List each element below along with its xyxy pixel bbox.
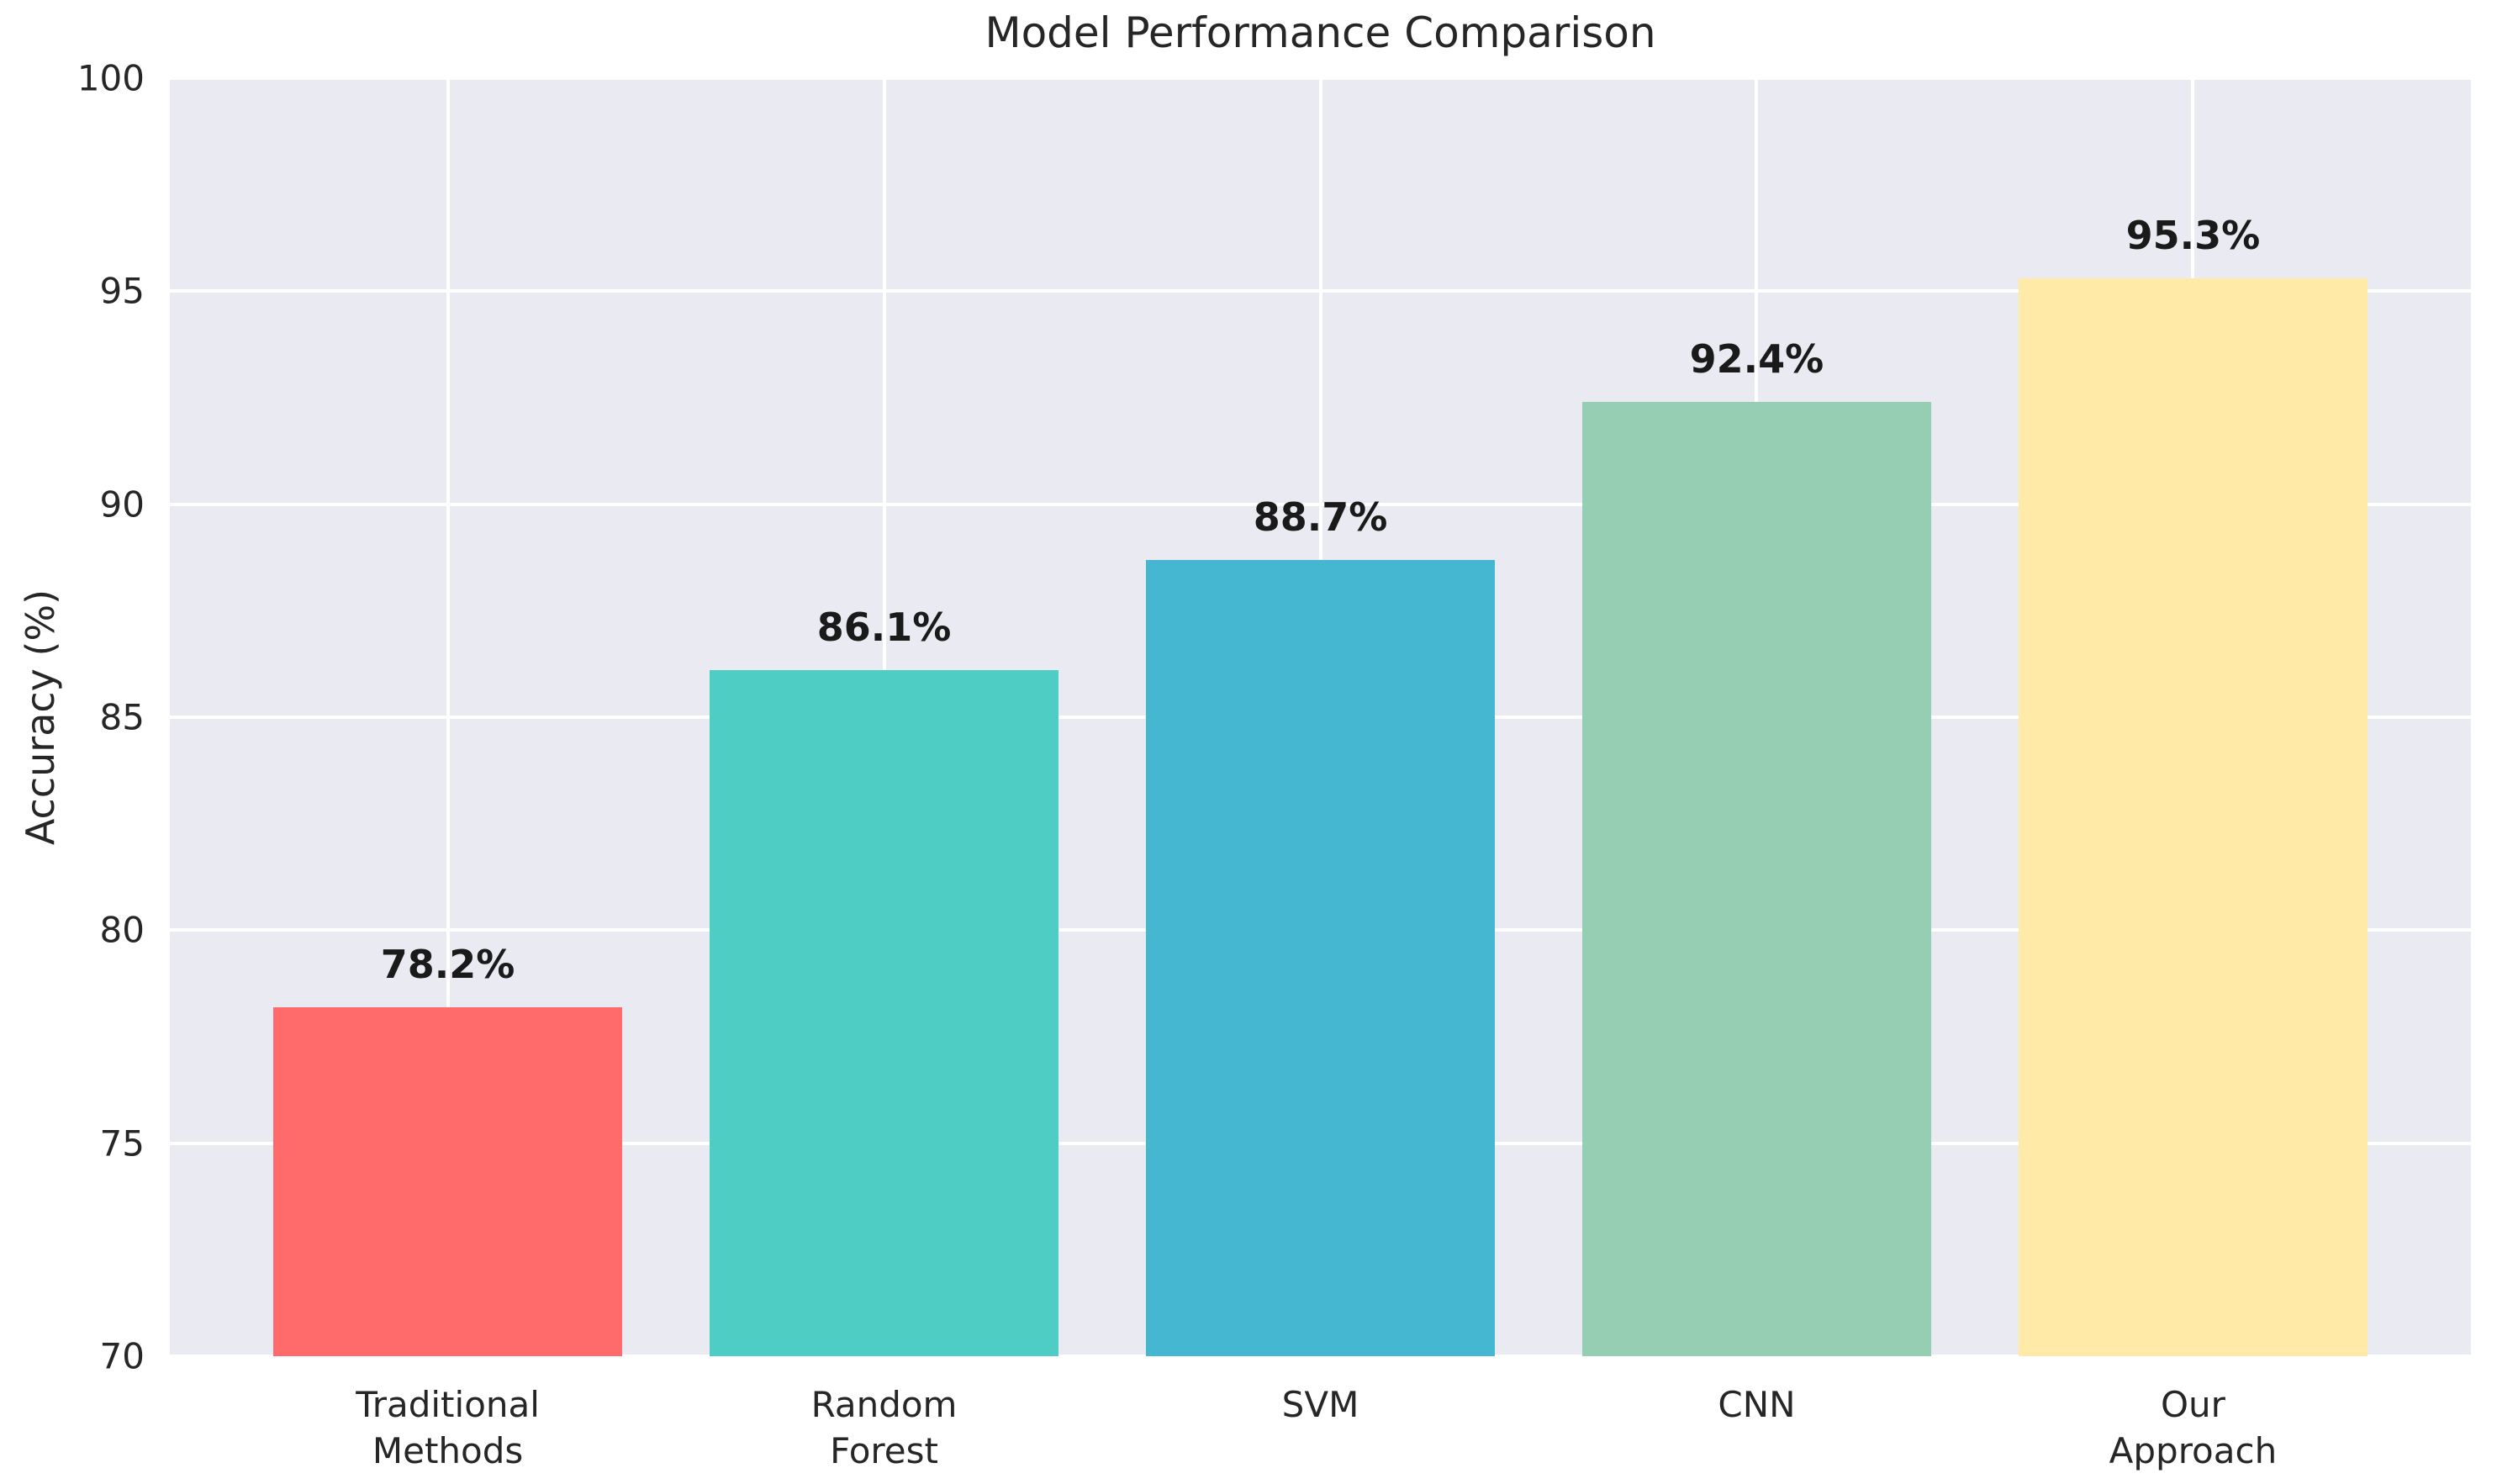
x-tick-label: Our Approach <box>2109 1384 2278 1472</box>
bar-cnn <box>1581 402 1932 1356</box>
plot-area <box>170 78 2471 1356</box>
y-tick-label: 95 <box>99 270 145 312</box>
bar-random-forest <box>709 670 1059 1356</box>
vertical-gridline <box>446 78 450 1356</box>
bar-svm <box>1145 559 1496 1356</box>
y-tick-label: 70 <box>99 1335 145 1377</box>
x-tick-label: CNN <box>1718 1384 1796 1425</box>
x-tick-label: SVM <box>1281 1384 1359 1425</box>
y-tick-label: 75 <box>99 1122 145 1164</box>
bar-traditional-methods <box>272 1006 623 1356</box>
x-tick-label: Random Forest <box>810 1384 958 1472</box>
y-tick-label: 85 <box>99 696 145 738</box>
y-tick-label: 80 <box>99 909 145 951</box>
x-tick-label: Traditional Methods <box>356 1384 540 1472</box>
bar-our-approach <box>2018 278 2368 1356</box>
y-tick-label: 90 <box>99 483 145 525</box>
chart-title: Model Performance Comparison <box>985 8 1656 57</box>
y-tick-label: 100 <box>77 57 145 99</box>
y-axis-label: Accuracy (%) <box>18 589 63 846</box>
